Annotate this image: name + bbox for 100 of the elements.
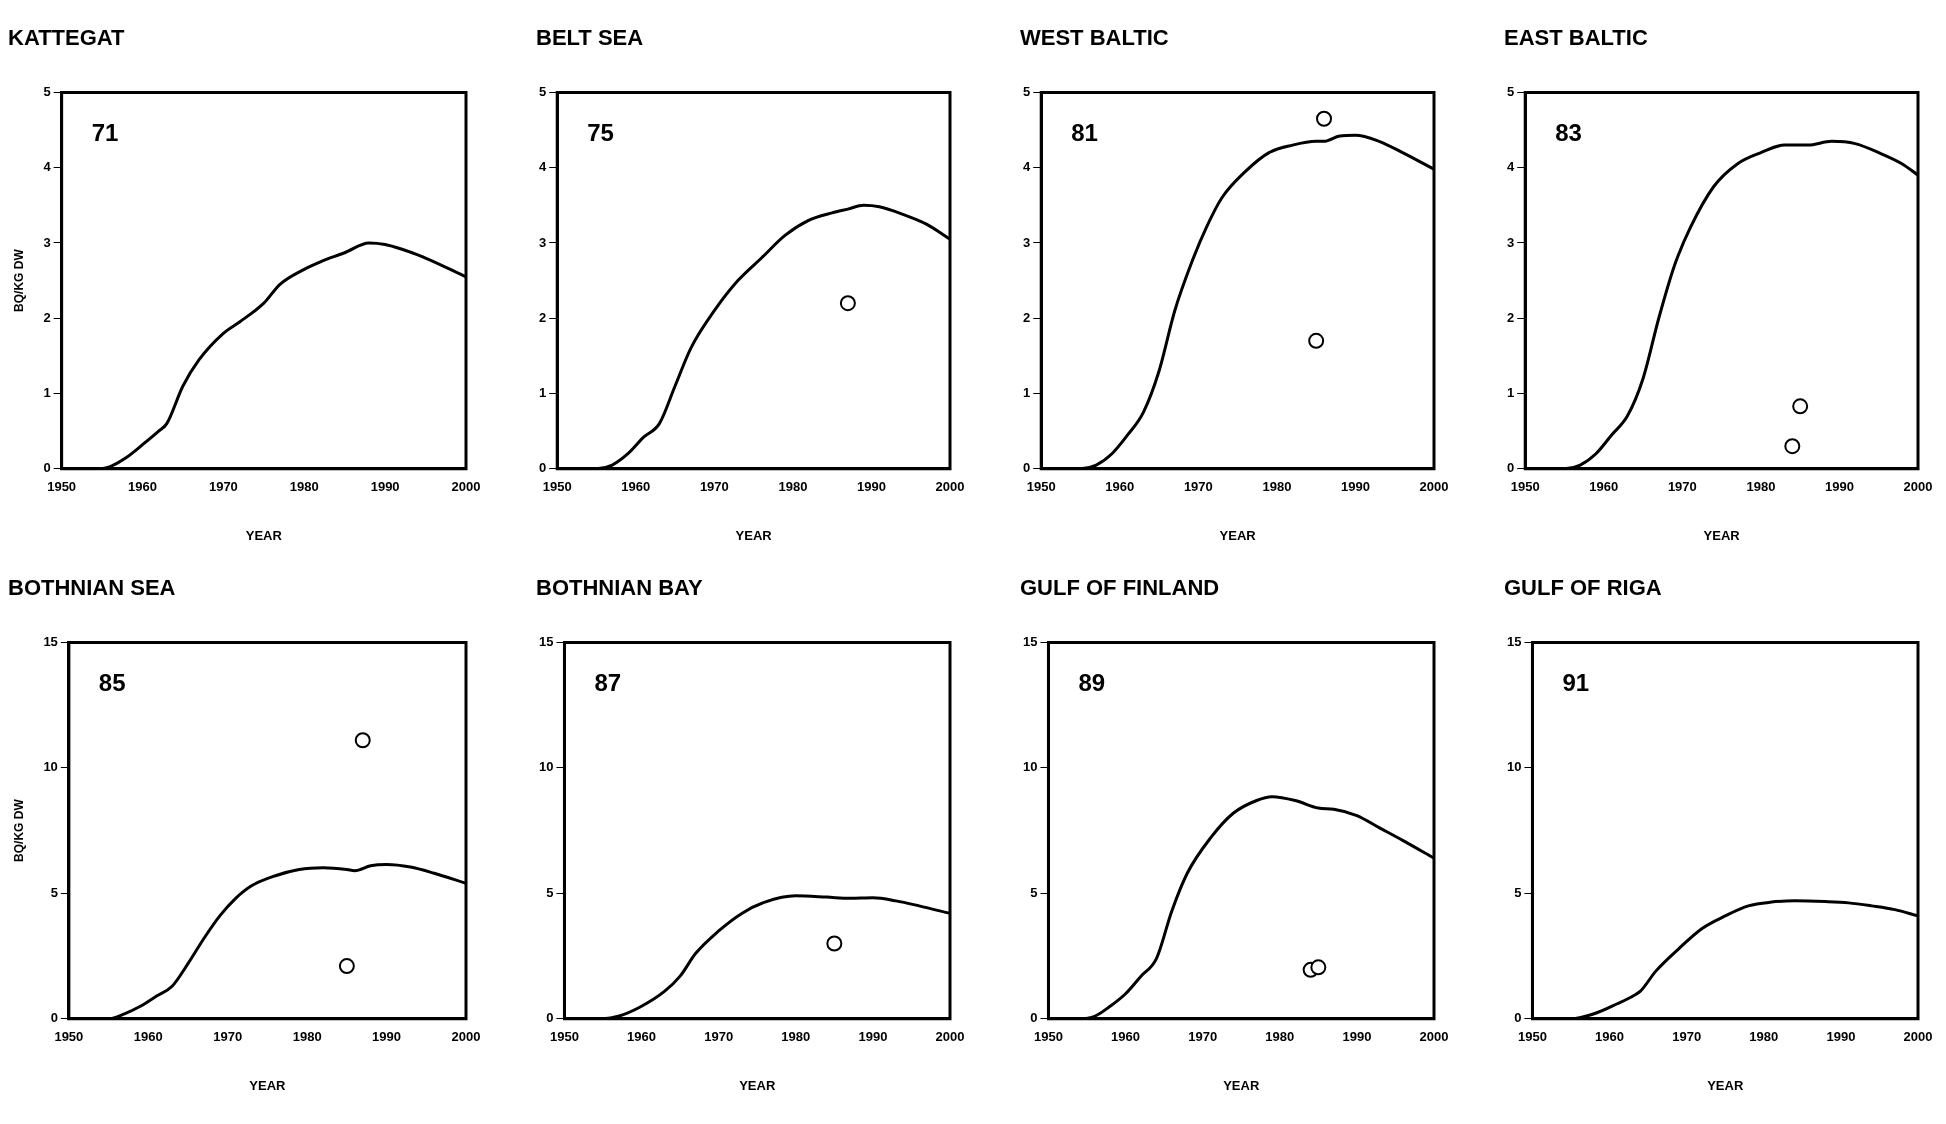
x-axis-title: YEAR: [1707, 1077, 1744, 1093]
x-tick-label: 1950: [1518, 1029, 1547, 1045]
y-tick-label: 0: [1514, 1010, 1522, 1026]
annotation: 89: [1078, 669, 1106, 697]
y-tick-label: 1: [43, 385, 51, 401]
x-tick-label: 2000: [1419, 479, 1449, 495]
chart-title: BOTHNIAN SEA: [8, 575, 176, 601]
y-tick-label: 10: [1022, 759, 1038, 775]
x-tick-label: 1950: [1026, 479, 1056, 495]
y-tick-label: 0: [1507, 460, 1515, 476]
x-tick-label: 1990: [1340, 479, 1370, 495]
y-tick-label: 5: [1514, 884, 1522, 900]
x-tick-label: 1990: [856, 479, 886, 495]
y-tick-label: 4: [43, 159, 52, 175]
chart-title: WEST BALTIC: [1020, 25, 1169, 51]
y-tick-label: 2: [1023, 309, 1031, 325]
y-axis-title: BQ/KG DW: [11, 248, 26, 312]
annotation: 81: [1071, 119, 1098, 147]
y-tick-label: 5: [546, 884, 554, 900]
x-tick-label: 1950: [1034, 1029, 1063, 1045]
x-tick-label: 1970: [208, 479, 238, 495]
y-tick-label: 5: [1023, 83, 1031, 99]
annotation: 91: [1562, 669, 1590, 697]
x-tick-label: 1980: [781, 1029, 811, 1045]
x-tick-label: 1950: [47, 479, 77, 495]
x-tick-label: 1960: [1589, 479, 1619, 495]
x-tick-label: 1970: [1183, 479, 1213, 495]
y-tick-label: 2: [43, 309, 51, 325]
x-tick-label: 1950: [542, 479, 572, 495]
y-tick-label: 15: [1022, 633, 1038, 649]
y-tick-label: 0: [539, 460, 547, 476]
x-tick-label: 1960: [133, 1029, 163, 1045]
x-tick-label: 1980: [1749, 1029, 1779, 1045]
x-tick-label: 1980: [292, 1029, 322, 1045]
y-tick-label: 0: [546, 1010, 554, 1026]
x-tick-label: 1970: [699, 479, 729, 495]
x-tick-label: 2000: [451, 1029, 481, 1045]
chart-title: BELT SEA: [536, 25, 644, 51]
y-tick-label: 10: [1506, 759, 1522, 775]
y-tick-label: 15: [1506, 633, 1522, 649]
annotation: 87: [594, 669, 622, 697]
x-tick-label: 1980: [1265, 1029, 1295, 1045]
x-tick-label: 1990: [372, 1029, 402, 1045]
y-tick-label: 5: [50, 884, 58, 900]
y-tick-label: 3: [1507, 234, 1515, 250]
x-tick-label: 1960: [621, 479, 651, 495]
y-tick-label: 3: [43, 234, 51, 250]
x-tick-label: 1990: [370, 479, 400, 495]
y-tick-label: 10: [538, 759, 554, 775]
x-tick-label: 1960: [1111, 1029, 1141, 1045]
annotation: 75: [587, 119, 614, 147]
x-tick-label: 1950: [1510, 479, 1540, 495]
y-tick-label: 3: [539, 234, 547, 250]
x-tick-label: 1950: [54, 1029, 84, 1045]
chart-title: KATTEGAT: [8, 25, 126, 51]
y-tick-label: 2: [1507, 309, 1515, 325]
x-tick-label: 1970: [1672, 1029, 1702, 1045]
x-tick-label: 2000: [935, 479, 965, 495]
x-tick-label: 1990: [1342, 1029, 1372, 1045]
x-tick-label: 2000: [1419, 1029, 1449, 1045]
y-tick-label: 1: [1023, 385, 1031, 401]
y-tick-label: 10: [43, 759, 58, 775]
x-tick-label: 1980: [1746, 479, 1776, 495]
annotation: 83: [1555, 119, 1582, 147]
x-tick-label: 1980: [1262, 479, 1292, 495]
x-tick-label: 1990: [1824, 479, 1854, 495]
x-tick-label: 1960: [128, 479, 157, 495]
y-tick-label: 3: [1023, 234, 1031, 250]
y-tick-label: 5: [1507, 83, 1515, 99]
x-axis-title: YEAR: [245, 527, 283, 543]
x-tick-label: 2000: [1903, 1029, 1933, 1045]
y-tick-label: 0: [1023, 460, 1031, 476]
y-tick-label: 5: [43, 83, 51, 99]
y-tick-label: 5: [1030, 884, 1038, 900]
y-tick-label: 1: [539, 385, 547, 401]
annotation: 71: [91, 119, 119, 147]
x-axis-title: YEAR: [1219, 527, 1257, 543]
y-tick-label: 5: [539, 83, 547, 99]
x-tick-label: 1990: [1826, 1029, 1856, 1045]
y-tick-label: 1: [1507, 385, 1515, 401]
x-tick-label: 1990: [858, 1029, 888, 1045]
x-tick-label: 2000: [935, 1029, 965, 1045]
y-tick-label: 0: [50, 1010, 58, 1026]
y-tick-label: 4: [539, 159, 547, 175]
y-tick-label: 0: [43, 460, 51, 476]
x-tick-label: 2000: [451, 479, 481, 495]
y-tick-label: 15: [43, 633, 58, 649]
x-tick-label: 1960: [627, 1029, 657, 1045]
y-tick-label: 4: [1023, 159, 1031, 175]
x-tick-label: 1980: [289, 479, 319, 495]
chart-title: BOTHNIAN BAY: [536, 575, 703, 601]
x-axis-title: YEAR: [249, 1077, 287, 1093]
y-tick-label: 15: [538, 633, 554, 649]
y-tick-label: 4: [1507, 159, 1515, 175]
chart-title: GULF OF RIGA: [1504, 575, 1662, 601]
x-tick-label: 1970: [1667, 479, 1697, 495]
x-tick-label: 1980: [778, 479, 808, 495]
y-axis-title: BQ/KG DW: [11, 798, 26, 862]
x-tick-label: 2000: [1903, 479, 1933, 495]
x-axis-title: YEAR: [1703, 527, 1741, 543]
